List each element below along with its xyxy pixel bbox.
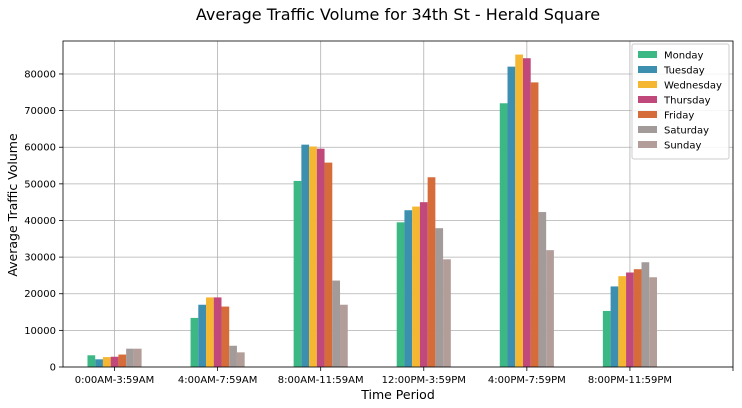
legend-label: Sunday xyxy=(664,141,701,152)
bar xyxy=(293,180,302,367)
bar xyxy=(412,206,420,367)
legend-label: Monday xyxy=(664,51,704,62)
legend: Monday Tuesday Wednesday Thursday Friday Satu… xyxy=(631,43,730,160)
y-tick-label: 40000 xyxy=(24,216,56,227)
bar xyxy=(427,177,436,367)
bar xyxy=(546,250,554,367)
bar xyxy=(301,144,310,367)
y-tick-label: 70000 xyxy=(24,106,56,117)
bar xyxy=(198,304,207,367)
bar xyxy=(236,352,245,367)
legend-swatch xyxy=(638,81,657,88)
legend-swatch xyxy=(638,96,657,103)
legend-label: Friday xyxy=(664,111,694,122)
bar xyxy=(102,357,111,367)
bar xyxy=(507,66,516,368)
bar xyxy=(95,359,103,367)
bar xyxy=(316,148,325,367)
bar xyxy=(618,276,627,367)
legend-swatch xyxy=(638,111,657,118)
bar xyxy=(641,262,650,367)
legend-swatch xyxy=(638,66,657,73)
bar xyxy=(610,286,619,367)
bar xyxy=(133,348,142,367)
axes: 0 10000 20000 30000 40000 50000 60000 70000 8000… xyxy=(24,40,734,386)
legend-label: Saturday xyxy=(664,126,709,137)
bar xyxy=(126,348,134,367)
bar xyxy=(309,146,317,367)
bar xyxy=(443,259,451,367)
bar xyxy=(633,269,642,367)
bar xyxy=(538,212,547,367)
bar xyxy=(118,354,127,367)
bar xyxy=(229,345,237,367)
y-tick-label: 60000 xyxy=(24,143,56,154)
bar xyxy=(522,58,531,367)
bar xyxy=(110,356,119,367)
legend-swatch xyxy=(638,126,657,133)
bar xyxy=(419,202,428,367)
y-tick-label: 0 xyxy=(50,363,56,374)
legend-swatch xyxy=(638,51,657,58)
legend-label: Thursday xyxy=(663,96,711,107)
bar xyxy=(404,210,413,367)
x-tick-label: 12:00PM-3:59PM xyxy=(382,375,466,386)
bar xyxy=(530,82,539,367)
bar xyxy=(626,272,634,367)
x-tick-label: 4:00PM-7:59PM xyxy=(488,375,566,386)
bar xyxy=(221,306,230,367)
bar xyxy=(435,228,444,367)
bar xyxy=(213,297,222,367)
y-tick-label: 50000 xyxy=(24,179,56,190)
y-axis-title: Average Traffic Volume xyxy=(5,133,20,277)
bar xyxy=(649,277,657,367)
y-tick-label: 20000 xyxy=(24,289,56,300)
y-tick-label: 10000 xyxy=(24,326,56,337)
bar xyxy=(190,317,199,367)
bar xyxy=(396,222,405,367)
legend-label: Wednesday xyxy=(664,81,722,92)
bar xyxy=(499,103,508,368)
x-tick-label: 8:00PM-11:59PM xyxy=(588,375,672,386)
bar xyxy=(206,297,214,367)
x-axis-title: Time Period xyxy=(360,387,435,402)
y-tick-label: 30000 xyxy=(24,253,56,264)
bar xyxy=(332,280,341,367)
x-tick-label: 0:00AM-3:59AM xyxy=(75,375,154,386)
legend-swatch xyxy=(638,141,657,148)
bar xyxy=(602,310,611,367)
bars xyxy=(87,54,657,368)
bar xyxy=(87,355,96,367)
plot-frame xyxy=(62,40,734,368)
bar xyxy=(324,162,333,367)
legend-label: Tuesday xyxy=(663,66,705,77)
chart-title: Average Traffic Volume for 34th St - Her… xyxy=(196,5,600,24)
bar xyxy=(340,304,348,367)
y-tick-label: 80000 xyxy=(24,69,56,80)
x-tick-label: 8:00AM-11:59AM xyxy=(278,375,364,386)
bar xyxy=(515,54,523,368)
x-tick-label: 4:00AM-7:59AM xyxy=(178,375,257,386)
